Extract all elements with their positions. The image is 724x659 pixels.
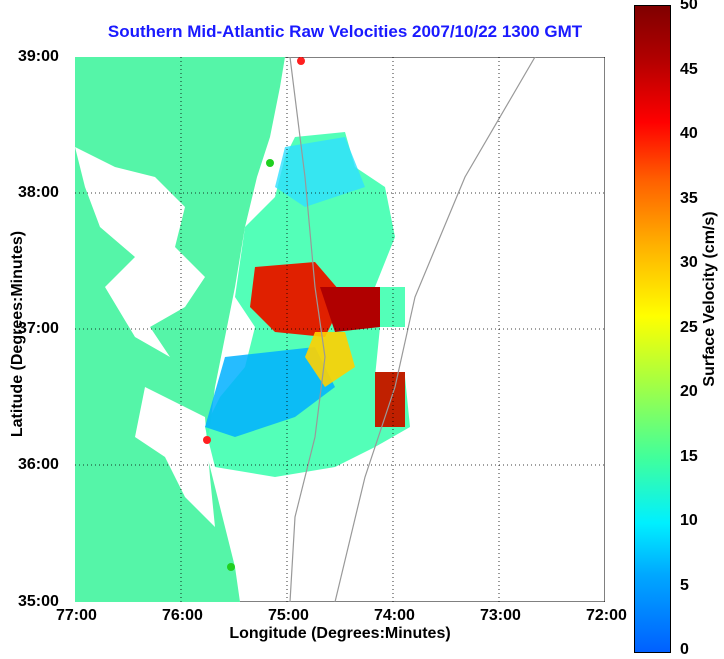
colorbar-tick: 5 (680, 577, 689, 594)
sound-water (135, 387, 215, 527)
x-tick: 72:00 (586, 607, 627, 624)
colorbar-tick: 45 (680, 61, 698, 78)
y-tick: 35:00 (18, 593, 59, 610)
colorbar-tick: 30 (680, 254, 698, 271)
map-title: Southern Mid-Atlantic Raw Velocities 200… (107, 22, 583, 41)
y-tick: 38:00 (18, 184, 59, 201)
colorbar-tick: 25 (680, 319, 698, 336)
velocity-field (205, 132, 410, 477)
y-axis-label: Latitude (Degrees:Minutes) (9, 230, 26, 438)
map-plot[interactable] (75, 57, 605, 602)
site-marker (203, 436, 211, 444)
x-tick: 77:00 (56, 607, 97, 624)
colorbar-tick: 40 (680, 125, 698, 142)
colorbar-tick: 50 (680, 0, 698, 13)
x-tick: 75:00 (268, 607, 309, 624)
colorbar-tick: 15 (680, 448, 698, 465)
x-tick: 76:00 (162, 607, 203, 624)
x-tick: 73:00 (480, 607, 521, 624)
colorbar-tick: 0 (680, 641, 689, 658)
chesapeake-bay (75, 147, 205, 357)
y-tick: 37:00 (18, 320, 59, 337)
y-tick: 36:00 (18, 456, 59, 473)
colorbar (634, 5, 671, 653)
site-marker (227, 563, 235, 571)
x-axis-label: Longitude (Degrees:Minutes) (229, 625, 451, 642)
colorbar-label: Surface Velocity (cm/s) (701, 211, 718, 387)
x-tick: 74:00 (374, 607, 415, 624)
colorbar-tick: 10 (680, 512, 698, 529)
site-marker (266, 159, 274, 167)
colorbar-tick: 20 (680, 383, 698, 400)
site-marker (297, 57, 305, 65)
colorbar-tick: 35 (680, 190, 698, 207)
y-tick: 39:00 (18, 48, 59, 65)
